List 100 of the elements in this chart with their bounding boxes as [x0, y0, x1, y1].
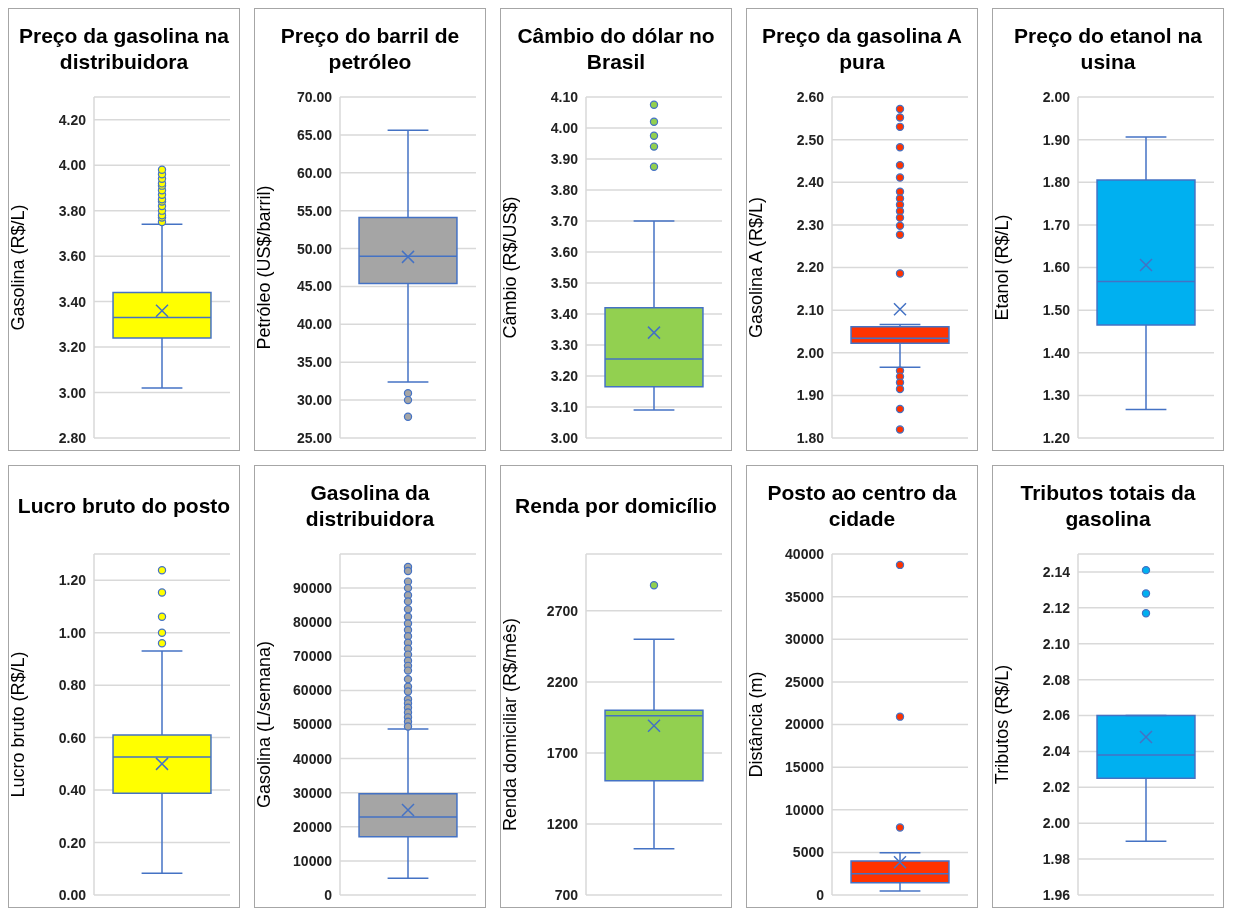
- y-tick-label: 0.60: [58, 729, 87, 746]
- y-tick-label: 1.20: [58, 572, 87, 589]
- y-tick-label: 3.40: [550, 305, 579, 322]
- y-tick-label: 1700: [546, 744, 579, 761]
- y-tick-label: 2.14: [1042, 563, 1071, 580]
- y-tick-label: 60000: [293, 682, 333, 699]
- y-tick-label: 2.10: [796, 302, 825, 319]
- y-tick-label: 3.30: [550, 336, 579, 353]
- y-tick-label: 2.00: [796, 344, 825, 361]
- y-tick-label: 40.00: [296, 316, 333, 333]
- y-tick-label: 2.20: [796, 259, 825, 276]
- y-tick-label: 3.20: [550, 367, 579, 384]
- y-tick-label: 2.06: [1042, 707, 1071, 724]
- y-axis-title: Câmbio (R$/US$): [500, 196, 521, 339]
- y-tick-label: 2.80: [58, 429, 87, 446]
- y-tick-label: 30000: [785, 631, 825, 648]
- y-tick-label: 2.50: [796, 131, 825, 148]
- y-tick-label: 3.90: [550, 150, 579, 167]
- y-tick-label: 20000: [785, 716, 825, 733]
- chart-title: Gasolina da distribuidora: [304, 480, 436, 532]
- y-tick-label: 1.40: [1042, 344, 1071, 361]
- y-tick-label: 1.90: [796, 387, 825, 404]
- y-tick-label: 2200: [546, 673, 579, 690]
- y-tick-label: 50000: [293, 716, 333, 733]
- y-tick-label: 65.00: [296, 126, 333, 143]
- y-tick-label: 3.70: [550, 212, 579, 229]
- y-tick-label: 15000: [785, 759, 825, 776]
- y-tick-label: 3.80: [58, 202, 87, 219]
- y-axis-title: Renda domiciliar (R$/mês): [500, 617, 521, 832]
- y-tick-label: 3.00: [58, 384, 87, 401]
- y-tick-label: 40000: [785, 545, 825, 562]
- y-tick-label: 25000: [785, 673, 825, 690]
- chart-title: Preço do etanol na usina: [1013, 23, 1203, 75]
- y-tick-label: 2.00: [1042, 88, 1071, 105]
- y-tick-label: 2.04: [1042, 743, 1071, 760]
- y-tick-label: 1.20: [1042, 429, 1071, 446]
- y-tick-label: 1.96: [1042, 886, 1071, 903]
- y-tick-label: 4.20: [58, 111, 87, 128]
- y-tick-label: 2.30: [796, 216, 825, 233]
- y-axis-title: Gasolina A (R$/L): [746, 196, 767, 339]
- y-tick-label: 5000: [792, 844, 825, 861]
- y-tick-label: 2.00: [1042, 815, 1071, 832]
- chart-title: Renda por domicílio: [514, 493, 718, 519]
- y-tick-label: 1.80: [796, 429, 825, 446]
- y-tick-label: 2.10: [1042, 635, 1071, 652]
- y-tick-label: 20000: [293, 818, 333, 835]
- y-tick-label: 40000: [293, 750, 333, 767]
- y-tick-label: 4.00: [58, 157, 87, 174]
- y-tick-label: 2.02: [1042, 779, 1071, 796]
- y-axis-title: Tributos (R$/L): [992, 664, 1013, 785]
- y-tick-label: 0.40: [58, 782, 87, 799]
- y-tick-label: 0.20: [58, 834, 87, 851]
- y-axis-title: Etanol (R$/L): [992, 214, 1013, 321]
- y-tick-label: 80000: [293, 614, 333, 631]
- y-tick-label: 700: [554, 886, 579, 903]
- y-tick-label: 2.12: [1042, 599, 1071, 616]
- y-tick-label: 70.00: [296, 88, 333, 105]
- y-tick-label: 3.80: [550, 181, 579, 198]
- y-tick-label: 2700: [546, 602, 579, 619]
- y-tick-label: 0: [816, 886, 825, 903]
- y-tick-label: 0.80: [58, 677, 87, 694]
- y-axis-title: Distância (m): [746, 671, 767, 778]
- y-tick-label: 1200: [546, 815, 579, 832]
- y-tick-label: 4.00: [550, 119, 579, 136]
- y-tick-label: 35.00: [296, 354, 333, 371]
- y-tick-label: 55.00: [296, 202, 333, 219]
- chart-title: Preço do barril de petróleo: [279, 23, 461, 75]
- chart-title: Lucro bruto do posto: [16, 493, 232, 519]
- y-tick-label: 1.98: [1042, 851, 1071, 868]
- chart-title: Posto ao centro da cidade: [766, 480, 958, 532]
- y-tick-label: 1.60: [1042, 259, 1071, 276]
- y-tick-label: 3.00: [550, 429, 579, 446]
- y-tick-label: 3.60: [550, 243, 579, 260]
- y-tick-label: 45.00: [296, 278, 333, 295]
- y-tick-label: 50.00: [296, 240, 333, 257]
- y-tick-label: 60.00: [296, 164, 333, 181]
- y-tick-label: 10000: [785, 801, 825, 818]
- y-tick-label: 4.10: [550, 88, 579, 105]
- y-tick-label: 2.60: [796, 88, 825, 105]
- y-axis-title: Gasolina (L/semana): [254, 640, 275, 809]
- y-tick-label: 1.00: [58, 624, 87, 641]
- y-tick-label: 1.30: [1042, 387, 1071, 404]
- y-tick-label: 90000: [293, 580, 333, 597]
- y-tick-label: 0.00: [58, 886, 87, 903]
- y-tick-label: 0: [324, 886, 333, 903]
- y-tick-label: 30000: [293, 784, 333, 801]
- y-tick-label: 1.80: [1042, 174, 1071, 191]
- chart-title: Preço da gasolina na distribuidora: [17, 23, 231, 75]
- y-axis-title: Petróleo (US$/barril): [254, 185, 275, 350]
- y-tick-label: 1.90: [1042, 131, 1071, 148]
- y-tick-label: 35000: [785, 588, 825, 605]
- y-tick-label: 30.00: [296, 392, 333, 409]
- y-tick-label: 2.40: [796, 174, 825, 191]
- y-tick-label: 70000: [293, 648, 333, 665]
- y-tick-label: 3.60: [58, 248, 87, 265]
- y-tick-label: 25.00: [296, 429, 333, 446]
- y-tick-label: 1.70: [1042, 216, 1071, 233]
- y-axis-title: Lucro bruto (R$/L): [8, 651, 29, 798]
- y-axis-title: Gasolina (R$/L): [8, 204, 29, 331]
- y-tick-label: 3.40: [58, 293, 87, 310]
